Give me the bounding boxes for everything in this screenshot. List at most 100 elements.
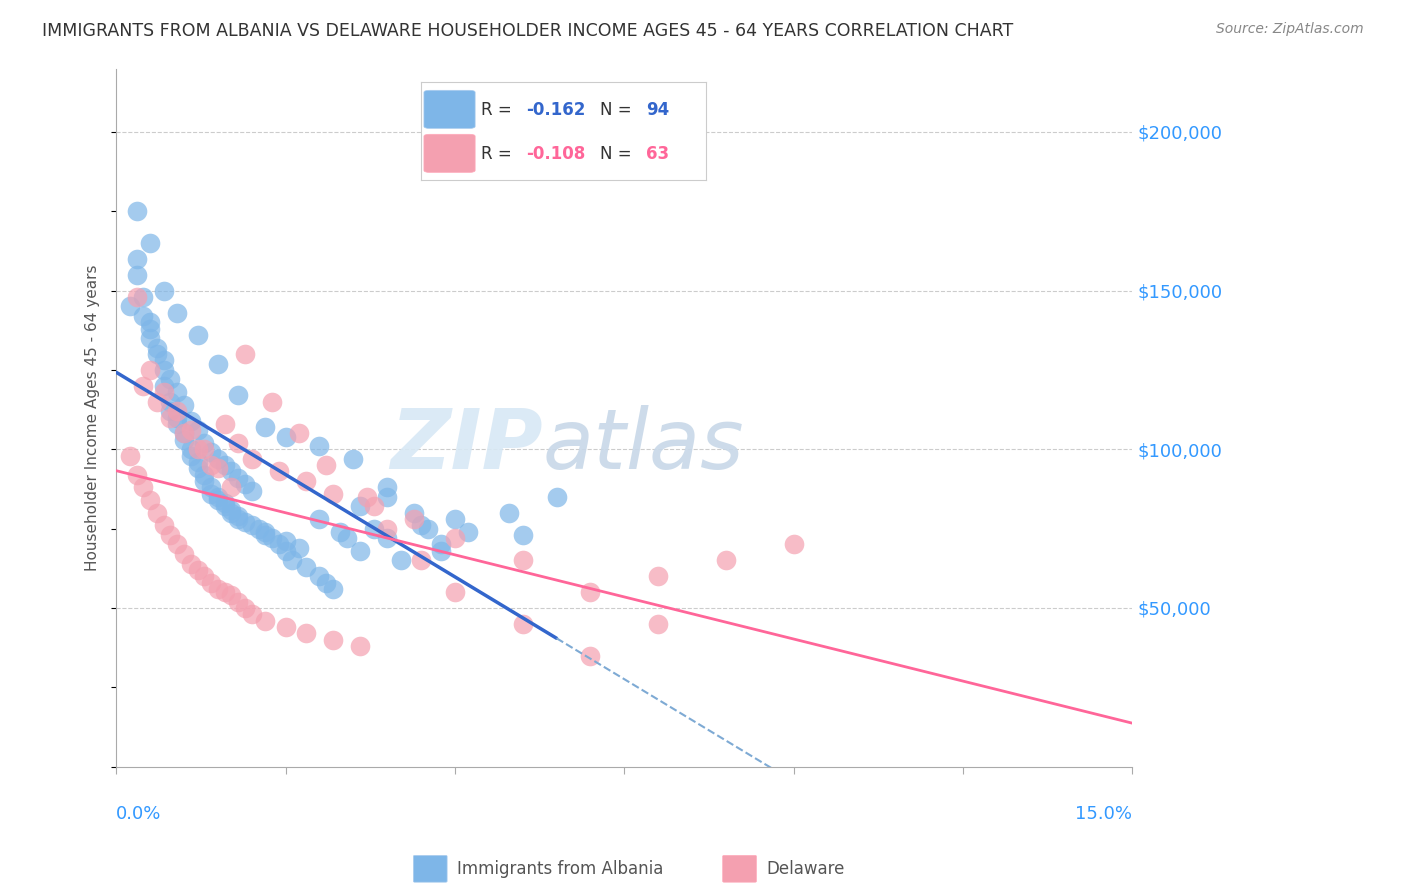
Point xyxy=(389,553,412,567)
Point xyxy=(375,490,398,504)
Point xyxy=(247,522,270,536)
Point xyxy=(308,569,330,583)
Point xyxy=(173,398,195,412)
Point xyxy=(335,531,357,545)
Point xyxy=(152,353,174,368)
Point xyxy=(274,429,297,443)
Point xyxy=(152,518,174,533)
Point xyxy=(315,458,337,472)
Point xyxy=(193,436,215,450)
Point xyxy=(342,451,364,466)
Point xyxy=(152,385,174,400)
Point xyxy=(207,493,229,508)
Point xyxy=(295,626,318,640)
Point xyxy=(498,506,520,520)
Point xyxy=(233,477,256,491)
Point xyxy=(226,512,249,526)
Point xyxy=(173,547,195,561)
Point xyxy=(173,426,195,441)
Point xyxy=(200,445,222,459)
Point xyxy=(579,585,602,599)
Point xyxy=(295,474,318,488)
Point xyxy=(409,553,432,567)
Point xyxy=(166,417,188,431)
Point xyxy=(240,451,263,466)
Point xyxy=(409,518,432,533)
Point xyxy=(295,559,318,574)
Point xyxy=(274,534,297,549)
Point xyxy=(214,496,236,510)
Text: Delaware: Delaware xyxy=(766,860,845,878)
Point xyxy=(125,204,148,219)
Point xyxy=(274,544,297,558)
Point xyxy=(647,616,669,631)
Point xyxy=(173,426,195,441)
Point xyxy=(207,451,229,466)
Point xyxy=(152,379,174,393)
Point xyxy=(159,404,181,418)
Point xyxy=(226,471,249,485)
Point xyxy=(166,537,188,551)
Point xyxy=(226,508,249,523)
Point xyxy=(200,458,222,472)
Point xyxy=(139,363,162,377)
Point xyxy=(193,569,215,583)
Point xyxy=(214,500,236,514)
Point xyxy=(254,420,277,434)
Point xyxy=(281,553,304,567)
Point xyxy=(125,290,148,304)
Point xyxy=(363,500,385,514)
Y-axis label: Householder Income Ages 45 - 64 years: Householder Income Ages 45 - 64 years xyxy=(86,264,100,571)
Point xyxy=(187,461,209,475)
Point xyxy=(288,541,311,555)
Point xyxy=(159,528,181,542)
Point xyxy=(226,436,249,450)
Point xyxy=(207,490,229,504)
Point xyxy=(146,394,169,409)
Point xyxy=(146,347,169,361)
Point xyxy=(118,300,141,314)
Point xyxy=(166,404,188,418)
Point xyxy=(139,493,162,508)
Point xyxy=(159,372,181,386)
Point xyxy=(166,410,188,425)
Point xyxy=(512,528,534,542)
Point xyxy=(132,480,155,494)
Point xyxy=(404,512,426,526)
Point xyxy=(118,449,141,463)
Text: 0.0%: 0.0% xyxy=(117,805,162,823)
Point xyxy=(187,563,209,577)
Point xyxy=(159,410,181,425)
Point xyxy=(193,467,215,482)
Point xyxy=(221,506,243,520)
Point xyxy=(416,522,439,536)
Point xyxy=(193,442,215,457)
Point xyxy=(166,306,188,320)
Point xyxy=(139,331,162,345)
Point xyxy=(193,474,215,488)
Point xyxy=(146,506,169,520)
Point xyxy=(125,252,148,266)
Point xyxy=(214,585,236,599)
Point xyxy=(125,467,148,482)
Point xyxy=(132,290,155,304)
Text: atlas: atlas xyxy=(543,405,745,486)
Point xyxy=(262,531,284,545)
Point xyxy=(173,433,195,447)
Point xyxy=(546,490,568,504)
Point xyxy=(444,585,467,599)
Point xyxy=(180,442,202,457)
Point xyxy=(267,537,290,551)
Point xyxy=(308,512,330,526)
Point xyxy=(404,506,426,520)
Point xyxy=(132,379,155,393)
Point xyxy=(187,442,209,457)
Point xyxy=(288,426,311,441)
Point xyxy=(512,616,534,631)
Point xyxy=(322,632,344,647)
Point xyxy=(430,544,453,558)
Point xyxy=(180,414,202,428)
Text: 15.0%: 15.0% xyxy=(1076,805,1132,823)
Point xyxy=(308,439,330,453)
Point xyxy=(349,544,371,558)
